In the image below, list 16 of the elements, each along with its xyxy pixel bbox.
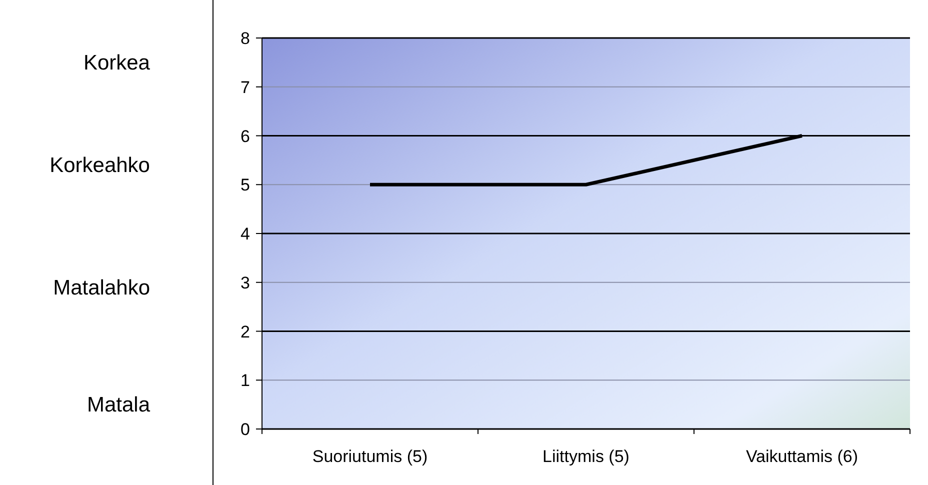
text: Matala: [86, 394, 150, 417]
text: Korkea: [83, 51, 150, 74]
y-tick-label: 2: [240, 322, 250, 342]
y-tick-label: 0: [240, 420, 250, 439]
text: Korkeahko: [50, 154, 150, 178]
x-tick-label: Suoriutumis (5): [312, 447, 428, 466]
y-tick-label: 6: [240, 126, 250, 146]
y-tick-label: 1: [240, 371, 250, 390]
y-tick-label: 5: [240, 176, 250, 195]
y-tick-label: 4: [240, 224, 250, 244]
x-tick-label: Vaikuttamis (6): [746, 447, 858, 466]
y-tick-label: 8: [240, 29, 250, 48]
y-tick-label: 3: [240, 273, 250, 292]
text: Matalahko: [53, 276, 150, 300]
x-tick-label: Liittymis (5): [542, 447, 630, 466]
y-tick-label: 7: [240, 78, 250, 97]
